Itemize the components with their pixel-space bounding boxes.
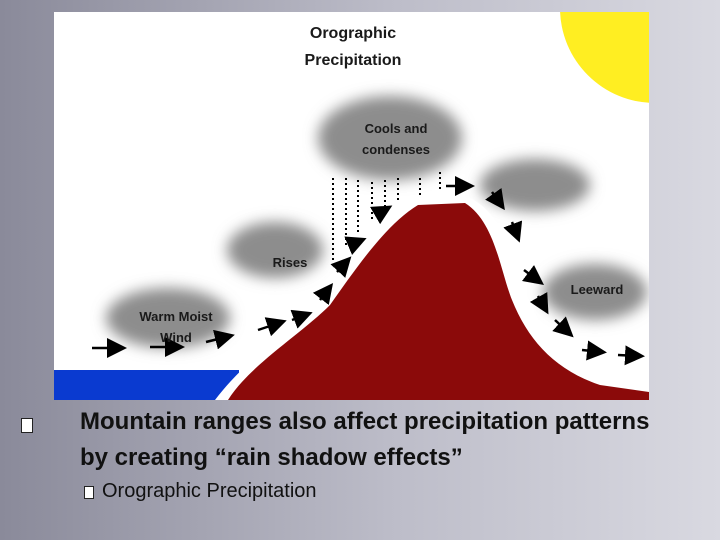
sub-bullet-text: Orographic Precipitation <box>102 480 317 502</box>
water <box>54 370 239 400</box>
picture <box>54 12 649 400</box>
clouds <box>106 96 647 348</box>
arrows <box>92 176 645 366</box>
rain <box>332 172 441 262</box>
leeward-label: Leeward <box>570 282 624 297</box>
wind-label: Warm Moist Wind <box>139 309 213 345</box>
mountain <box>228 203 649 400</box>
bullet-marker <box>21 418 33 433</box>
sub-bullet-marker <box>84 486 94 499</box>
bullet-text: Mountain ranges also affect precipitatio… <box>80 408 650 471</box>
diagram-title: Orographic Precipitation <box>304 25 402 69</box>
cloud-label: Cools and condenses <box>362 121 430 157</box>
rises-label: Rises <box>272 255 308 270</box>
sun <box>560 12 649 103</box>
